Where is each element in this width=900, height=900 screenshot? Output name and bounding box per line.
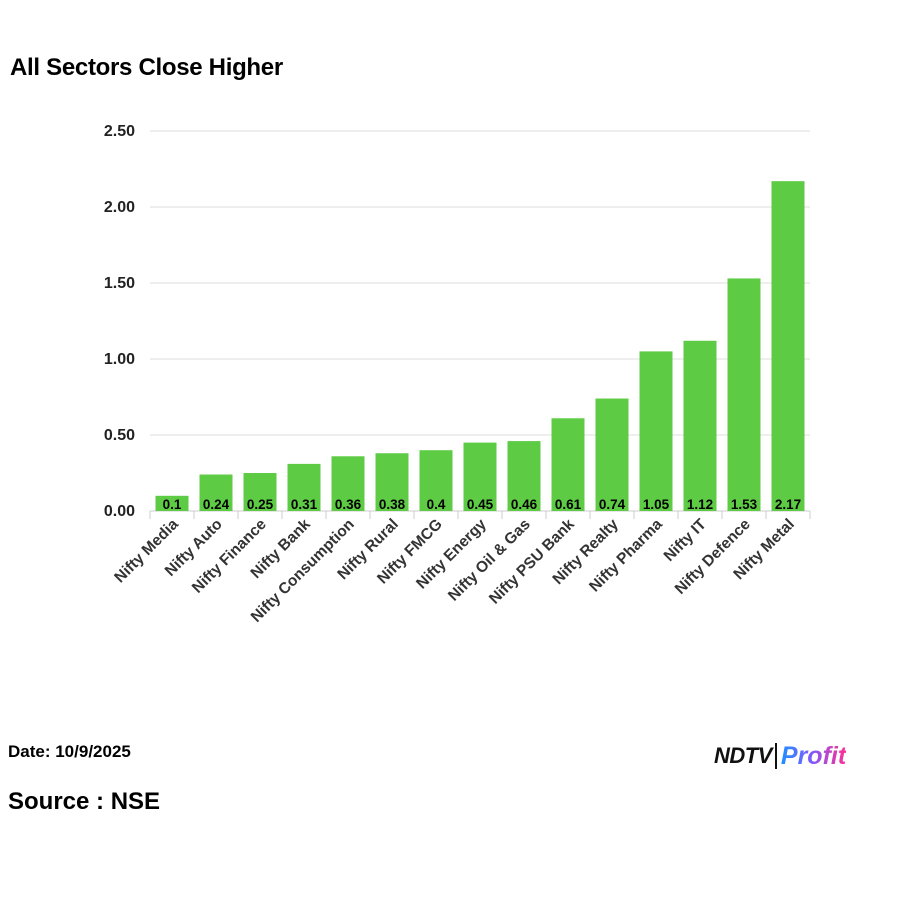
source-label: Source : NSE (8, 788, 161, 815)
data-label: 0.36 (335, 497, 362, 512)
data-label: 0.46 (511, 497, 538, 512)
chart-title: All Sectors Close Higher (10, 54, 283, 81)
logo-profit-text: Profit (780, 741, 847, 770)
logo-divider (774, 743, 777, 769)
bar (287, 463, 321, 511)
data-labels: 0.1 0.24 0.25 0.31 0.36 0.38 0.4 0.45 0.46 0.61 0.… (163, 497, 802, 512)
bar (463, 442, 497, 511)
ndtv-profit-logo: NDTV Profit (714, 742, 846, 770)
data-label: 2.17 (775, 497, 801, 512)
bar (507, 441, 541, 511)
bar (727, 278, 761, 511)
data-label: 0.61 (555, 497, 582, 512)
bar (639, 351, 673, 511)
data-label: 0.24 (203, 497, 230, 512)
data-label: 1.05 (643, 497, 670, 512)
x-category-label: Nifty Defence (672, 516, 754, 598)
bar-chart: 0.00 0.50 1.00 1.50 2.00 2.50 0.1 0.24 0.25 0.31… (104, 123, 811, 626)
bar (771, 181, 805, 511)
data-label: 0.31 (291, 497, 318, 512)
logo-ndtv-text: NDTV (714, 743, 772, 768)
y-tick-label: 1.00 (104, 351, 135, 368)
y-tick-label: 1.50 (104, 275, 135, 292)
data-label: 1.12 (687, 497, 713, 512)
data-label: 1.53 (731, 497, 758, 512)
y-tick-label: 0.50 (104, 427, 135, 444)
data-label: 0.38 (379, 497, 406, 512)
bar (375, 453, 409, 511)
bar (331, 456, 365, 511)
date-label: Date: 10/9/2025 (8, 742, 131, 761)
y-tick-label: 2.50 (104, 123, 135, 140)
y-tick-label: 2.00 (104, 199, 135, 216)
bars (155, 181, 805, 511)
data-label: 0.1 (163, 497, 182, 512)
bar (155, 495, 189, 511)
data-label: 0.45 (467, 497, 494, 512)
bar (419, 450, 453, 511)
bar (551, 418, 585, 511)
bar (199, 474, 233, 511)
y-axis-tick-labels: 0.00 0.50 1.00 1.50 2.00 2.50 (104, 123, 135, 520)
y-tick-label: 0.00 (104, 503, 135, 520)
bar (243, 473, 277, 511)
bar (683, 340, 717, 511)
data-label: 0.74 (599, 497, 626, 512)
data-label: 0.4 (427, 497, 446, 512)
bar (595, 398, 629, 511)
data-label: 0.25 (247, 497, 274, 512)
